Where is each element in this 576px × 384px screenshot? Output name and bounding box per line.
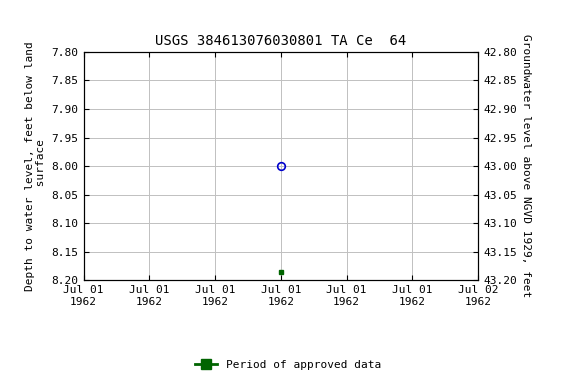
Title: USGS 384613076030801 TA Ce  64: USGS 384613076030801 TA Ce 64 xyxy=(155,34,407,48)
Y-axis label: Groundwater level above NGVD 1929, feet: Groundwater level above NGVD 1929, feet xyxy=(521,35,530,298)
Y-axis label: Depth to water level, feet below land
 surface: Depth to water level, feet below land su… xyxy=(25,41,46,291)
Legend: Period of approved data: Period of approved data xyxy=(191,356,385,375)
